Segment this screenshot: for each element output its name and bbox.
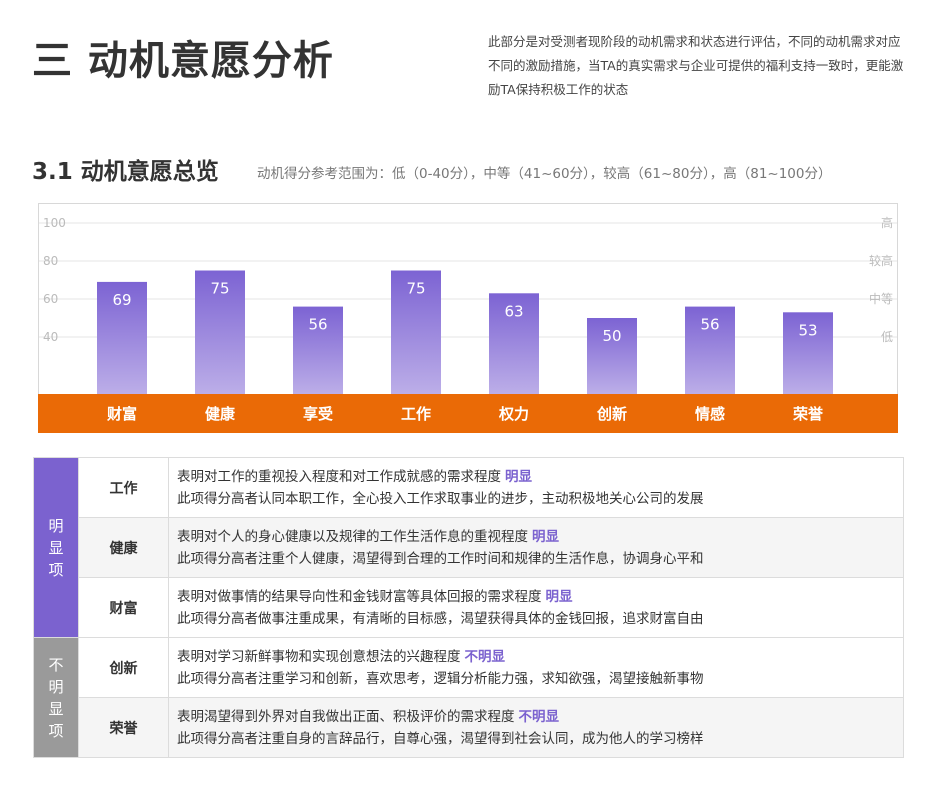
category-band xyxy=(38,394,898,433)
dimension-name: 工作 xyxy=(78,457,169,518)
table-row: 不明显项 创新 表明对学习新鲜事物和实现创意想法的兴趣程度 不明显 此项得分高者注… xyxy=(33,637,904,758)
bar-value-label: 75 xyxy=(210,280,229,298)
level-label: 低 xyxy=(881,330,893,344)
y-tick-label: 100 xyxy=(43,216,66,230)
dimension-description: 表明对工作的重视投入程度和对工作成就感的需求程度 明显 此项得分高者认同本职工作，… xyxy=(168,457,904,518)
dimension-description: 表明对学习新鲜事物和实现创意想法的兴趣程度 不明显 此项得分高者注重学习和创新，喜… xyxy=(168,637,904,698)
category-label: 健康 xyxy=(205,405,236,423)
level-badge: 明显 xyxy=(545,588,573,605)
dimension-description: 表明对个人的身心健康以及规律的工作生活作息的重视程度 明显 此项得分高者注重个人健… xyxy=(168,517,904,578)
group-label-unclear: 不明显项 xyxy=(33,637,79,758)
page-title: 三 动机意愿分析 xyxy=(32,38,334,84)
bar xyxy=(391,270,441,394)
bar xyxy=(97,281,147,394)
level-badge: 不明显 xyxy=(464,648,506,665)
bar-value-label: 50 xyxy=(602,327,621,345)
category-label: 创新 xyxy=(596,405,627,423)
dimension-name: 创新 xyxy=(78,637,169,698)
dimension-name: 健康 xyxy=(78,517,169,578)
bar-value-label: 63 xyxy=(504,302,523,320)
intro-text: 此部分是对受测者现阶段的动机需求和状态进行评估，不同的动机需求对应不同的激励措施… xyxy=(488,34,904,97)
score-range-note: 动机得分参考范围为：低（0-40分），中等（41~60分），较高（61~80分）… xyxy=(257,166,832,182)
level-badge: 明显 xyxy=(532,528,559,545)
category-label: 工作 xyxy=(401,405,431,423)
bar-value-label: 53 xyxy=(798,321,817,339)
dimension-name: 财富 xyxy=(78,577,169,638)
table-row: 财富 表明对做事情的结果导向性和金钱财富等具体回报的需求程度 明显 此项得分高者做… xyxy=(34,577,904,638)
table-row: 荣誉 表明渴望得到外界对自我做出正面、积极评价的需求程度 不明显 此项得分高者注重… xyxy=(34,697,904,758)
y-tick-label: 80 xyxy=(43,254,58,268)
table-row: 健康 表明对个人的身心健康以及规律的工作生活作息的重视程度 明显 此项得分高者注重… xyxy=(34,517,904,578)
level-label: 中等 xyxy=(869,291,893,306)
category-label: 荣誉 xyxy=(792,405,824,423)
y-tick-label: 60 xyxy=(43,292,58,306)
category-label: 享受 xyxy=(303,405,333,423)
bar xyxy=(195,270,245,394)
motivation-chart: 100 高 80 较高 60 中等 40 低 69 财富 75 健康 56 享受 75 工作 63 权力 50 创新 5… xyxy=(38,203,898,433)
bar xyxy=(685,306,735,394)
level-badge: 明显 xyxy=(505,468,532,485)
category-label: 财富 xyxy=(107,405,137,423)
bar-value-label: 56 xyxy=(700,316,719,334)
bar xyxy=(783,312,833,394)
level-badge: 不明显 xyxy=(518,708,560,725)
dimension-description: 表明渴望得到外界对自我做出正面、积极评价的需求程度 不明显 此项得分高者注重自身的… xyxy=(168,697,904,758)
level-label: 较高 xyxy=(869,253,893,268)
bar xyxy=(587,318,637,394)
category-label: 情感 xyxy=(695,405,725,423)
level-label: 高 xyxy=(881,215,893,230)
bar-value-label: 56 xyxy=(308,316,327,334)
bar-value-label: 69 xyxy=(112,291,131,309)
y-tick-label: 40 xyxy=(43,330,58,344)
category-label: 权力 xyxy=(498,405,529,423)
bar xyxy=(293,306,343,394)
section-title: 3.1 动机意愿总览 xyxy=(32,159,219,185)
motivation-detail-table: 明显项 工作 表明对工作的重视投入程度和对工作成就感的需求程度 明显 此项得分高者… xyxy=(33,457,904,758)
bar-value-label: 75 xyxy=(406,280,425,298)
dimension-description: 表明对做事情的结果导向性和金钱财富等具体回报的需求程度 明显 此项得分高者做事注重… xyxy=(168,577,904,638)
group-label-clear: 明显项 xyxy=(33,457,79,638)
bar xyxy=(489,293,539,394)
bar-chart-svg: 100 高 80 较高 60 中等 40 低 69 财富 75 健康 56 享受 75 工作 63 权力 50 创新 5… xyxy=(38,203,898,433)
table-row: 明显项 工作 表明对工作的重视投入程度和对工作成就感的需求程度 明显 此项得分高者… xyxy=(33,457,904,638)
dimension-name: 荣誉 xyxy=(78,697,169,758)
